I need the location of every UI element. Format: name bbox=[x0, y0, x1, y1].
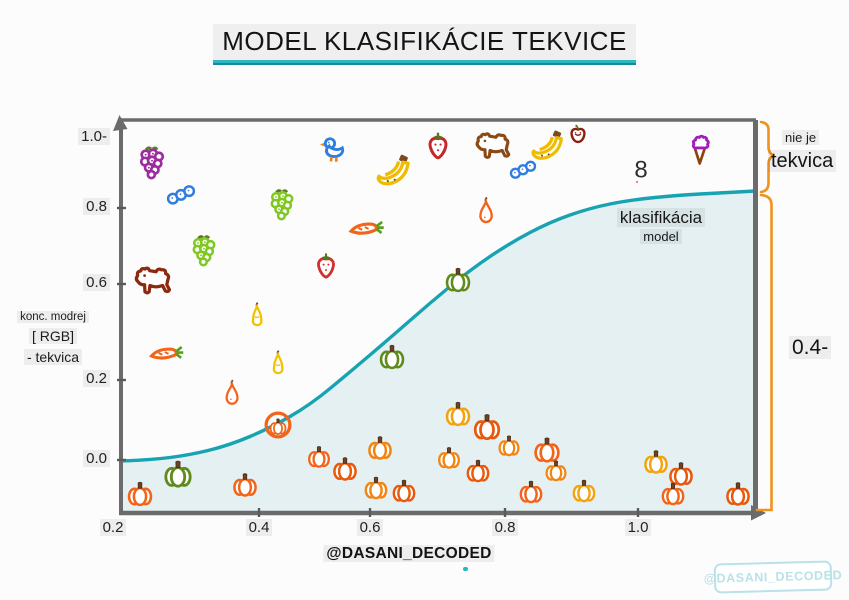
y-axis-label: konc. modrej [ RGB] - tekvica bbox=[8, 306, 98, 368]
dog-icon bbox=[475, 132, 511, 159]
y-tick-label-0.8: 0.8 bbox=[54, 198, 110, 215]
pumpkin-icon bbox=[445, 267, 471, 293]
title-wrap: MODEL KLASIFIKÁCIE TEKVICE bbox=[0, 24, 849, 63]
x-tick-label-0.4: 0.4 bbox=[237, 519, 281, 536]
carrot-icon bbox=[349, 220, 385, 235]
grapes-icon bbox=[270, 187, 294, 221]
not-pumpkin-brace bbox=[759, 120, 775, 194]
classification-curve bbox=[119, 189, 757, 463]
squash-icon bbox=[272, 349, 284, 375]
curve-label-line2: model bbox=[640, 229, 682, 245]
carrot-icon bbox=[149, 345, 185, 360]
y-axis-label-line1: konc. modrej bbox=[17, 311, 89, 323]
x-tick-label-0.8: 0.8 bbox=[483, 519, 527, 536]
below-curve-bracket bbox=[755, 193, 773, 512]
x-tick-label-1.0: 1.0 bbox=[616, 519, 660, 536]
squash-icon bbox=[251, 301, 263, 327]
y-tick-label-1.0-: 1.0- bbox=[54, 128, 110, 145]
icecream-icon bbox=[691, 134, 710, 165]
y-tick-label-0.2: 0.2 bbox=[54, 370, 110, 387]
y-axis-label-line3: - tekvica bbox=[23, 348, 83, 365]
apple-icon bbox=[570, 124, 586, 144]
caterpillar-icon bbox=[509, 160, 537, 179]
dog-icon bbox=[134, 266, 172, 295]
caterpillar-icon bbox=[166, 185, 196, 205]
x-tick-label-0.2: 0.2 bbox=[91, 519, 135, 536]
tick-marks bbox=[117, 206, 640, 517]
not-pumpkin-label-line1: nie je bbox=[782, 130, 820, 145]
y-axis-label-line2: [ RGB] bbox=[28, 327, 77, 344]
x-axis-arrow-icon bbox=[751, 505, 766, 521]
curve-label-line1: klasifikácia bbox=[616, 208, 706, 227]
duck-icon bbox=[320, 137, 345, 164]
y-axis-arrow-icon bbox=[113, 115, 128, 131]
y-tick-label-0.0: 0.0 bbox=[54, 450, 110, 467]
banana-icon bbox=[531, 128, 564, 160]
strawberry-icon bbox=[317, 252, 335, 279]
pear-icon bbox=[225, 379, 239, 405]
banana-icon bbox=[376, 152, 410, 186]
y-tick-label-0.6: 0.6 bbox=[54, 274, 110, 291]
right-axis-value-label: 0.4- bbox=[789, 336, 832, 359]
watermark-center: @DASANI_DECODED bbox=[323, 545, 495, 562]
pear-icon bbox=[479, 196, 493, 224]
page-title: MODEL KLASIFIKÁCIE TEKVICE bbox=[213, 24, 636, 63]
strawberry-icon bbox=[428, 131, 448, 160]
not-pumpkin-label-line2: tekvica bbox=[768, 150, 837, 172]
curve-label: klasifikácia model bbox=[596, 208, 726, 247]
grapes-icon bbox=[139, 145, 165, 180]
teal-dot bbox=[463, 567, 468, 571]
grapes-icon bbox=[192, 233, 216, 267]
eight-icon bbox=[634, 156, 648, 184]
axes bbox=[113, 115, 766, 521]
watermark-badge: @DASANI_DECODED bbox=[704, 560, 842, 594]
x-tick-label-0.6: 0.6 bbox=[348, 519, 392, 536]
right-braces bbox=[755, 120, 775, 512]
